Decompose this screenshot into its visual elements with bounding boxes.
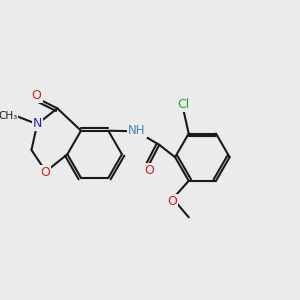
Text: O: O: [32, 89, 42, 102]
Text: Cl: Cl: [178, 98, 190, 111]
Text: O: O: [40, 166, 50, 178]
Text: CH₃: CH₃: [0, 110, 17, 121]
Text: NH: NH: [128, 124, 146, 137]
Text: O: O: [144, 164, 154, 177]
Text: N: N: [32, 117, 42, 130]
Text: O: O: [167, 195, 177, 208]
